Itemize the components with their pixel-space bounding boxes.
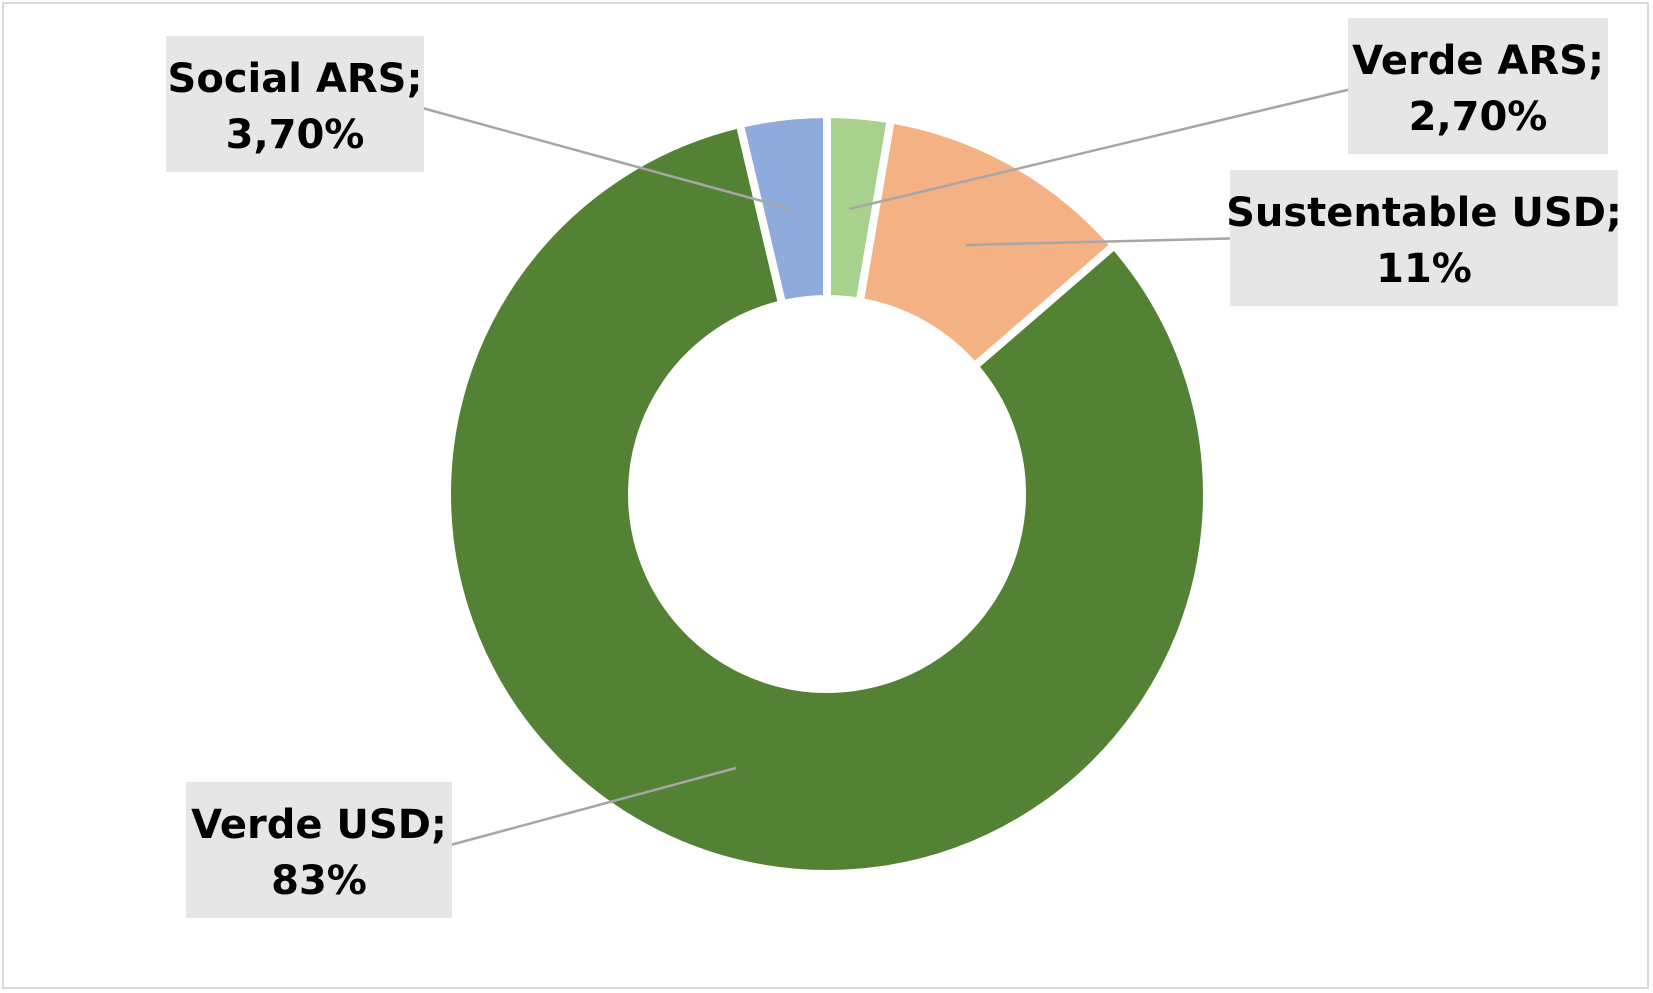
slice-sustentable-usd [855, 114, 1120, 373]
label-value-sustentable-usd: 11% [1376, 246, 1472, 292]
label-value-verde-usd: 83% [271, 858, 367, 904]
label-name-sustentable-usd: Sustentable USD; [1226, 190, 1622, 236]
data-labels-group: Verde ARS; 2,70% Sustentable USD; 11% Verde … [166, 18, 1622, 918]
label-name-social-ars: Social ARS; [168, 56, 423, 102]
label-box-verde-ars [1348, 18, 1608, 154]
label-value-verde-ars: 2,70% [1409, 94, 1548, 140]
slices-group [443, 109, 1211, 878]
slice-verde-usd [443, 119, 1211, 878]
label-box-verde-usd [186, 782, 452, 918]
label-name-verde-ars: Verde ARS; [1352, 38, 1604, 84]
label-value-social-ars: 3,70% [226, 112, 365, 158]
label-box-sustentable-usd [1230, 170, 1618, 306]
slice-social-ars [734, 109, 831, 310]
label-name-verde-usd: Verde USD; [191, 802, 447, 848]
label-box-social-ars [166, 36, 424, 172]
